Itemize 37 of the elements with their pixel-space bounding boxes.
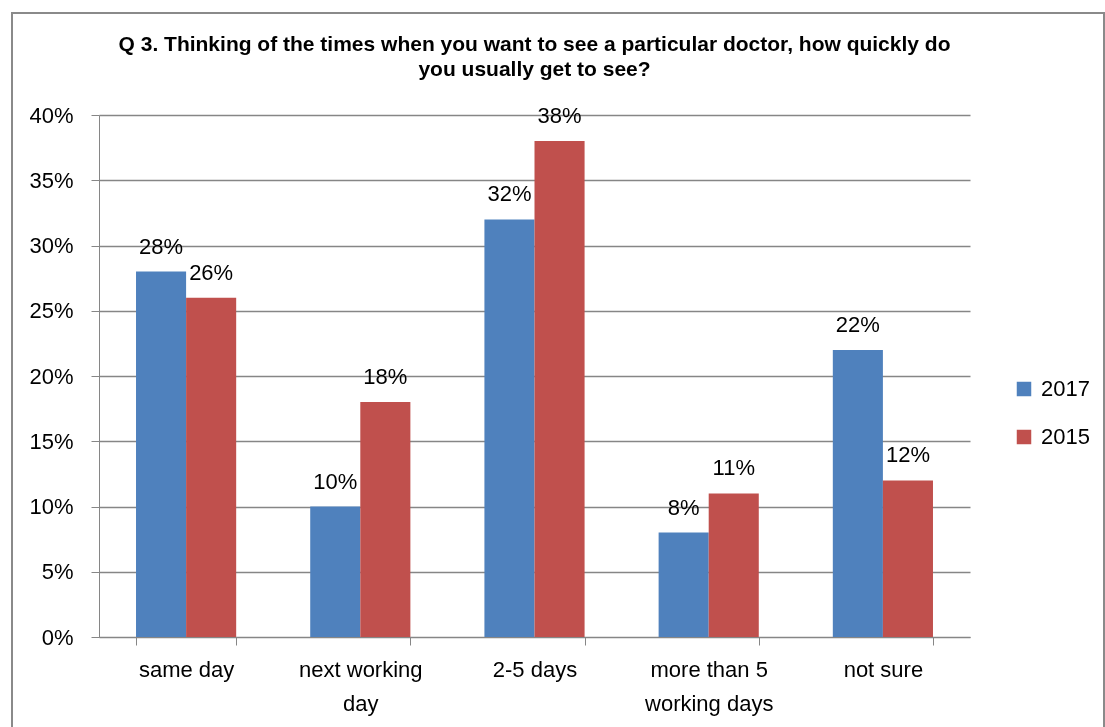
data-label: 38% [537, 103, 582, 129]
bar [186, 297, 237, 637]
data-label: 26% [189, 259, 234, 285]
bar [882, 480, 933, 637]
bar [360, 402, 411, 637]
bar [136, 271, 187, 637]
data-label: 32% [487, 181, 532, 207]
legend-label: 2017 [1041, 376, 1090, 401]
bar [832, 349, 883, 637]
y-tick-label: 0% [41, 624, 74, 650]
data-label: 28% [139, 233, 184, 259]
y-tick-label: 5% [41, 559, 74, 585]
bar [658, 532, 709, 637]
x-tick-label: not sure [843, 656, 924, 682]
bar [708, 493, 759, 637]
data-label: 12% [885, 442, 930, 468]
data-label: 11% [712, 455, 755, 481]
y-tick-label: 10% [29, 494, 74, 519]
x-tick-label: 2-5 days [492, 656, 578, 682]
data-label: 8% [667, 494, 700, 520]
data-label: 18% [363, 364, 408, 390]
x-tick-label: more than 5 working days [644, 656, 774, 716]
y-tick-label: 20% [29, 363, 74, 389]
data-label: 10% [313, 468, 358, 494]
legend-label: 2015 [1041, 424, 1090, 449]
y-tick-label: 40% [29, 102, 74, 128]
y-tick-label: 30% [29, 233, 74, 258]
chart-title: Q 3. Thinking of the times when you want to see a particular doctor, how quickly do you usually get to see? [118, 32, 951, 80]
bar [534, 141, 585, 637]
data-label: 22% [835, 311, 880, 337]
y-tick-label: 25% [29, 298, 74, 324]
bar [310, 506, 361, 637]
x-tick-label: same day [138, 656, 235, 682]
y-tick-label: 35% [29, 167, 74, 193]
bar [484, 219, 535, 637]
y-tick-label: 15% [29, 428, 74, 454]
x-tick-label: next working day [299, 656, 423, 716]
